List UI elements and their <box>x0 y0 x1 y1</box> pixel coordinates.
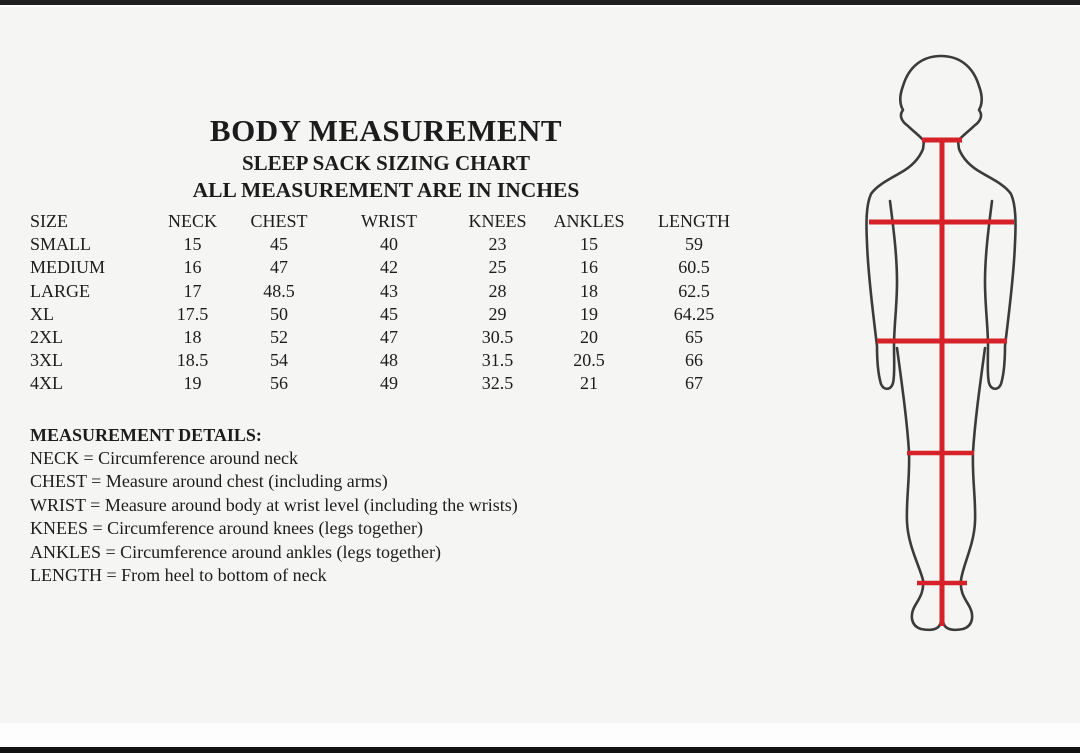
measurement-value: 19 <box>183 373 202 394</box>
measurement-value: 59 <box>685 234 703 255</box>
top-divider <box>0 5 1080 7</box>
measurement-value: 18 <box>580 280 598 301</box>
column-header-ankles: ANKLES <box>553 211 625 231</box>
measurement-value: 48.5 <box>263 280 295 301</box>
size-label: XL <box>30 303 54 324</box>
measurement-value: 17.5 <box>176 303 209 324</box>
measurement-value: 30.5 <box>481 326 514 347</box>
size-chart-table: SIZE NECK CHEST WRIST KNEES ANKLES LENGTH SMALL… <box>30 210 750 396</box>
size-label: 4XL <box>30 373 63 394</box>
measurement-value: 60.5 <box>678 257 710 278</box>
measurement-value: 66 <box>685 350 703 371</box>
measurement-value: 29 <box>488 303 507 324</box>
measurement-value: 62.5 <box>678 280 710 301</box>
bottom-border-bar <box>0 747 1080 753</box>
measurement-value: 16 <box>580 257 598 278</box>
measurement-value: 31.5 <box>481 350 514 371</box>
bottom-strip <box>0 723 1080 747</box>
title-block: BODY MEASUREMENT SLEEP SACK SIZING CHART… <box>30 112 742 203</box>
column-header-chest: CHEST <box>250 211 308 231</box>
measurement-details-heading: MEASUREMENT DETAILS: <box>30 425 262 445</box>
body-outline-left-leg <box>895 346 944 632</box>
detail-item: LENGTH = From heel to bottom of neck <box>30 565 327 586</box>
column-header-knees: KNEES <box>468 211 527 231</box>
detail-item: ANKLES = Circumference around ankles (le… <box>30 541 442 562</box>
measurement-value: 48 <box>380 350 398 371</box>
measurement-value: 21 <box>580 373 598 394</box>
column-header-wrist: WRIST <box>361 211 417 231</box>
measurement-value: 56 <box>270 373 288 394</box>
size-label: LARGE <box>30 280 90 301</box>
body-outline-upper <box>865 54 1017 391</box>
measurement-value: 20.5 <box>573 350 605 371</box>
measurement-value: 16 <box>183 257 202 278</box>
measurement-value: 18 <box>183 326 202 347</box>
page-subtitle: SLEEP SACK SIZING CHART <box>241 151 531 175</box>
column-header-length: LENGTH <box>658 211 730 231</box>
units-note: ALL MEASUREMENT ARE IN INCHES <box>192 178 580 202</box>
measurement-value: 43 <box>380 280 398 301</box>
measurement-value: 17 <box>183 280 202 301</box>
measurement-value: 54 <box>270 350 288 371</box>
measurement-value: 52 <box>270 326 288 347</box>
page-title: BODY MEASUREMENT <box>209 113 563 148</box>
measurement-value: 19 <box>580 303 598 324</box>
measurement-value: 32.5 <box>481 373 514 394</box>
measurement-value: 49 <box>380 373 398 394</box>
size-label: MEDIUM <box>30 257 105 278</box>
measurement-value: 67 <box>685 373 703 394</box>
body-measurement-figure <box>865 54 1017 632</box>
measurement-value: 20 <box>580 326 598 347</box>
size-label: SMALL <box>30 234 92 255</box>
detail-item: NECK = Circumference around neck <box>30 448 299 468</box>
body-outline-right-leg <box>940 346 987 632</box>
measurement-value: 28 <box>488 280 507 301</box>
measurement-value: 15 <box>580 234 598 255</box>
size-label: 3XL <box>30 350 63 371</box>
measurement-details: MEASUREMENT DETAILS: NECK = Circumferenc… <box>30 423 518 587</box>
measurement-value: 40 <box>380 234 398 255</box>
measurement-value: 23 <box>488 234 507 255</box>
measurement-value: 50 <box>270 303 288 324</box>
measurement-value: 47 <box>380 326 398 347</box>
measurement-value: 65 <box>685 326 703 347</box>
measurement-value: 64.25 <box>673 303 715 324</box>
detail-item: WRIST = Measure around body at wrist lev… <box>30 494 518 515</box>
measurement-value: 25 <box>488 257 507 278</box>
measurement-value: 15 <box>183 234 202 255</box>
top-border-bar <box>0 0 1080 5</box>
measurement-value: 45 <box>380 303 398 324</box>
measurement-value: 45 <box>270 234 288 255</box>
detail-item: KNEES = Circumference around knees (legs… <box>30 518 424 539</box>
measurement-value: 47 <box>270 257 288 278</box>
measurement-details-list: NECK = Circumference around neck CHEST = … <box>30 447 518 587</box>
detail-item: CHEST = Measure around chest (including … <box>30 471 388 492</box>
measurement-value: 42 <box>380 257 398 278</box>
column-header-size: SIZE <box>30 211 68 231</box>
measurement-value: 18.5 <box>176 350 209 371</box>
column-header-neck: NECK <box>168 211 217 231</box>
size-label: 2XL <box>30 326 63 347</box>
